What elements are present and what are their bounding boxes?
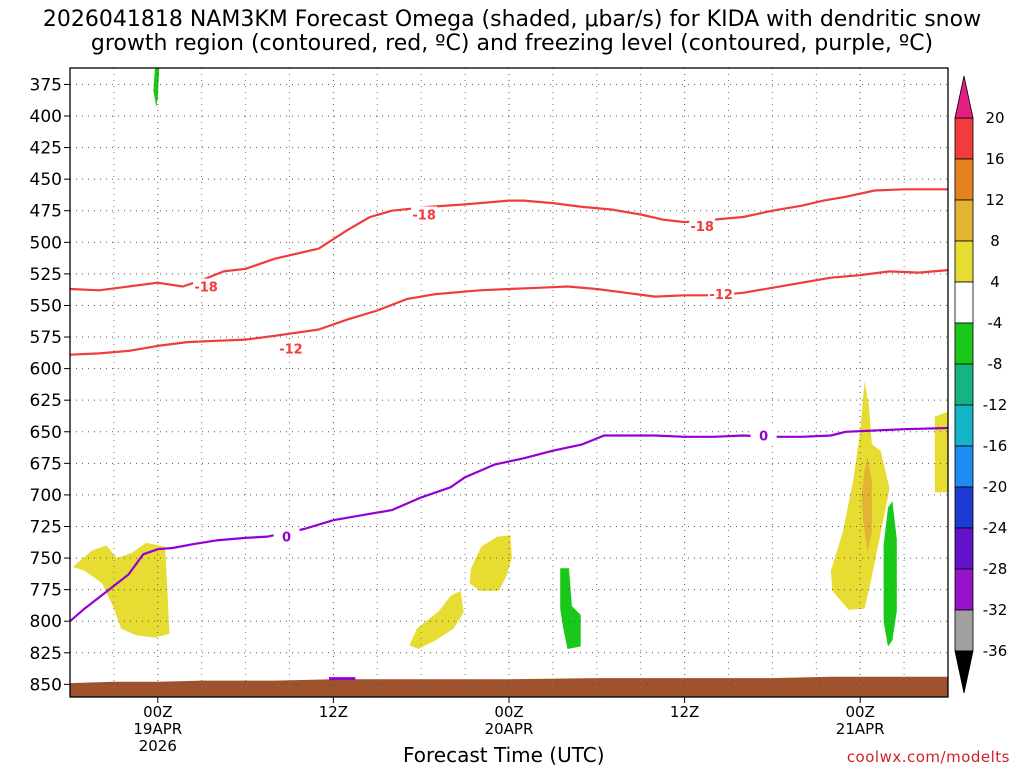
colorbar-tick-label-12: -28 xyxy=(983,560,1008,578)
omega-region-2 xyxy=(153,68,160,108)
contour-label-bg-3-1 xyxy=(273,528,300,544)
y-tick-label-525: 525 xyxy=(30,265,62,285)
omega-region-4 xyxy=(469,535,512,591)
colorbar-tick-label-3: 12 xyxy=(985,191,1004,209)
y-tick-label-625: 625 xyxy=(30,391,62,411)
y-tick-label-400: 400 xyxy=(30,107,62,127)
colorbar-bin-6 xyxy=(954,322,974,365)
contour-line-3 xyxy=(69,426,949,623)
contour-label-2-1: -12 xyxy=(279,342,303,357)
colorbar-tick-label-14: -36 xyxy=(983,642,1008,660)
y-tick-label-650: 650 xyxy=(30,423,62,443)
contour-label-1-2: -18 xyxy=(412,209,436,224)
colorbar-bin-9 xyxy=(954,445,974,488)
chart-title-line-1: 2026041818 NAM3KM Forecast Omega (shaded… xyxy=(42,7,982,32)
y-tick-label-575: 575 xyxy=(30,328,62,348)
y-tick-label-775: 775 xyxy=(30,581,62,601)
omega-region-6 xyxy=(830,381,890,610)
y-tick-label-825: 825 xyxy=(30,644,62,664)
colorbar-tick-label-1: 20 xyxy=(985,109,1004,127)
colorbar-bin-4 xyxy=(954,240,974,283)
contour-label-2-2: -12 xyxy=(709,288,733,303)
contour-label-bg-1-3 xyxy=(689,217,716,233)
contour-line-1 xyxy=(69,188,948,292)
colorbar-bin-2 xyxy=(954,158,974,201)
y-tick-label-475: 475 xyxy=(30,202,62,222)
contour-label-bg-2-1 xyxy=(277,340,304,356)
chart-title-line-2: growth region (contoured, red, ºC) and f… xyxy=(90,31,934,56)
colorbar-under-arrow xyxy=(954,650,974,694)
colorbar-tick-label-9: -16 xyxy=(983,437,1008,455)
colorbar-bin-13 xyxy=(954,609,974,652)
y-tick-label-600: 600 xyxy=(30,360,62,380)
x-tick-label-18-1: 12Z xyxy=(319,703,348,721)
colorbar-bin-5 xyxy=(954,281,974,324)
colorbar-layer: 20 16 12 8 4 -4 -8 -12 -16 -20 -24 -28 -32 -36 xyxy=(954,75,1008,694)
colorbar-tick-label-11: -24 xyxy=(983,519,1008,537)
y-tick-label-500: 500 xyxy=(30,233,62,253)
colorbar-tick-label-5: 4 xyxy=(990,273,1000,291)
contour-line-2 xyxy=(69,269,949,356)
colorbar-bin-12 xyxy=(954,568,974,611)
colorbar-tick-label-10: -20 xyxy=(983,478,1008,496)
contour-label-bg-1-2 xyxy=(411,206,438,222)
y-tick-label-700: 700 xyxy=(30,486,62,506)
contour-label-bg-2-2 xyxy=(708,286,735,302)
omega-region-7 xyxy=(861,457,872,552)
x-tick-label-30-2: 20APR xyxy=(485,720,534,738)
omega-region-3 xyxy=(409,590,464,649)
x-tick-label-54-2: 21APR xyxy=(836,720,885,738)
omega-region-8 xyxy=(883,501,897,647)
omega-region-1 xyxy=(72,542,170,638)
colorbar-bin-1 xyxy=(954,117,974,160)
colorbar-tick-label-4: 8 xyxy=(990,232,1000,250)
contour-label-3-2: 0 xyxy=(759,430,768,445)
x-tick-label-42-1: 12Z xyxy=(670,703,699,721)
y-tick-label-850: 850 xyxy=(30,675,62,695)
x-tick-label-30-1: 00Z xyxy=(494,703,523,721)
colorbar-tick-label-7: -8 xyxy=(988,355,1003,373)
axes-layer: 375 400 425 450 475 500 525 550 575 600 625 650 675 7… xyxy=(30,67,949,755)
y-tick-label-375: 375 xyxy=(30,75,62,95)
x-tick-label-6-2: 19APR xyxy=(133,720,182,738)
colorbar-bin-8 xyxy=(954,404,974,447)
colorbar-bin-7 xyxy=(954,363,974,406)
contour-label-bg-1-1 xyxy=(193,278,220,294)
contour-label-1-1: -18 xyxy=(194,281,218,296)
contour-label-1-3: -18 xyxy=(690,220,714,235)
y-tick-label-450: 450 xyxy=(30,170,62,190)
y-tick-label-725: 725 xyxy=(30,517,62,537)
x-tick-label-6-3: 2026 xyxy=(139,737,177,755)
omega-region-5 xyxy=(560,568,581,649)
x-tick-label-54-1: 00Z xyxy=(846,703,875,721)
y-tick-label-800: 800 xyxy=(30,612,62,632)
omega-region-9 xyxy=(934,411,948,493)
colorbar-tick-label-2: 16 xyxy=(985,150,1004,168)
y-tick-label-425: 425 xyxy=(30,139,62,159)
colorbar-bin-11 xyxy=(954,527,974,570)
contour-label-3-1: 0 xyxy=(282,531,291,546)
y-tick-label-675: 675 xyxy=(30,454,62,474)
colorbar-bin-3 xyxy=(954,199,974,242)
y-tick-label-750: 750 xyxy=(30,549,62,569)
colorbar-over-arrow xyxy=(954,75,974,119)
contour-label-bg-3-2 xyxy=(750,427,777,443)
y-tick-label-550: 550 xyxy=(30,296,62,316)
colorbar-tick-label-6: -4 xyxy=(988,314,1003,332)
grid-layer xyxy=(70,68,948,697)
omega-shading-layer xyxy=(72,68,948,649)
colorbar-tick-label-13: -32 xyxy=(983,601,1008,619)
x-tick-label-6-1: 00Z xyxy=(143,703,172,721)
contour-layer: -18 -18 -18 -12 -12 0 0 xyxy=(69,188,949,623)
credit-label: coolwx.com/modelts xyxy=(846,748,1010,766)
colorbar-bin-10 xyxy=(954,486,974,529)
x-axis-label: Forecast Time (UTC) xyxy=(403,743,605,767)
colorbar-tick-label-8: -12 xyxy=(983,396,1008,414)
